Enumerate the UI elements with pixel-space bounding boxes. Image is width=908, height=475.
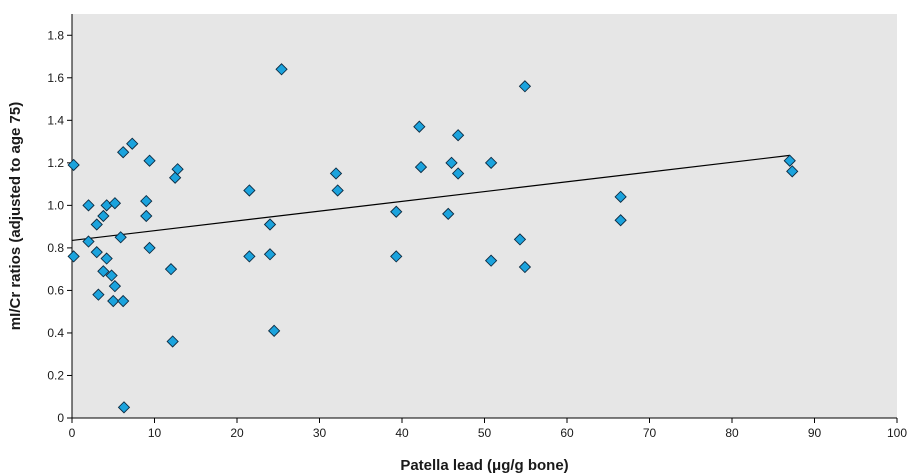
data-point xyxy=(97,209,110,223)
data-point xyxy=(614,190,627,203)
y-tick-label: 0.4 xyxy=(47,326,64,340)
x-axis-title: Patella lead (μg/g bone) xyxy=(400,457,568,474)
data-point xyxy=(243,250,256,263)
data-point xyxy=(263,248,277,261)
x-tick-label: 70 xyxy=(643,426,657,440)
data-point xyxy=(90,218,103,231)
x-tick-label: 60 xyxy=(560,426,574,440)
data-point xyxy=(67,250,80,263)
data-point xyxy=(67,158,80,172)
data-point xyxy=(92,288,105,301)
data-point xyxy=(105,269,118,282)
y-axis-title: mI/Cr ratios (adjusted to age 75) xyxy=(7,102,24,330)
data-point xyxy=(164,263,178,276)
y-tick-label: 1.4 xyxy=(47,113,64,127)
data-point xyxy=(786,165,799,178)
y-tick-label: 0.8 xyxy=(47,241,64,255)
y-tick-label: 0 xyxy=(57,411,64,425)
data-point xyxy=(140,209,153,223)
data-point xyxy=(484,156,498,169)
x-tick-label: 30 xyxy=(313,426,327,440)
y-axis: 0 0.2 0.4 0.6 0.8 1.0 1.2 1.4 1.6 1.8 xyxy=(47,14,73,425)
y-tick-label: 1.0 xyxy=(47,198,64,212)
plot-area xyxy=(72,14,897,418)
data-points xyxy=(67,63,799,414)
x-tick-label: 20 xyxy=(230,426,244,440)
data-point xyxy=(143,241,156,255)
x-tick-label: 100 xyxy=(887,426,907,440)
data-point xyxy=(390,205,403,218)
data-point xyxy=(518,80,532,93)
data-point xyxy=(331,184,344,197)
x-tick-label: 80 xyxy=(725,426,739,440)
data-point xyxy=(143,154,156,167)
data-point xyxy=(107,294,120,308)
data-point xyxy=(117,401,131,414)
x-tick-label: 50 xyxy=(478,426,492,440)
data-point xyxy=(97,265,110,278)
y-tick-label: 1.8 xyxy=(47,28,64,42)
y-tick-label: 0.2 xyxy=(47,368,64,382)
data-point xyxy=(484,254,498,267)
x-tick-label: 0 xyxy=(69,426,76,440)
data-point xyxy=(442,207,455,221)
data-point xyxy=(518,260,532,274)
data-point xyxy=(140,194,153,208)
data-point xyxy=(117,294,130,308)
data-point xyxy=(171,163,184,176)
data-point xyxy=(117,146,130,159)
data-point xyxy=(90,246,103,259)
data-point xyxy=(783,154,796,167)
data-point xyxy=(445,156,458,169)
data-point xyxy=(513,233,527,246)
data-point xyxy=(413,120,426,133)
data-point xyxy=(166,335,179,348)
trend-line xyxy=(71,154,790,242)
data-point xyxy=(451,129,465,142)
data-point xyxy=(100,252,113,265)
data-point xyxy=(329,167,343,180)
x-tick-label: 90 xyxy=(808,426,822,440)
data-point xyxy=(82,199,95,212)
data-point xyxy=(275,63,288,76)
y-tick-label: 1.2 xyxy=(47,156,64,170)
y-tick-label: 1.6 xyxy=(47,71,64,85)
data-point xyxy=(451,167,465,180)
data-point xyxy=(414,160,428,174)
data-point xyxy=(82,235,95,248)
data-point xyxy=(108,197,122,210)
data-point xyxy=(114,231,127,244)
data-point xyxy=(267,324,281,337)
data-point xyxy=(390,250,403,263)
data-point xyxy=(126,137,139,150)
data-point xyxy=(108,280,122,293)
data-point xyxy=(614,214,627,227)
x-axis: 0 10 20 30 40 50 60 70 80 90 100 xyxy=(69,417,907,440)
x-tick-label: 10 xyxy=(148,426,162,440)
y-tick-label: 0.6 xyxy=(47,283,64,297)
x-tick-label: 40 xyxy=(395,426,409,440)
data-point xyxy=(243,184,256,197)
data-point xyxy=(263,218,277,231)
